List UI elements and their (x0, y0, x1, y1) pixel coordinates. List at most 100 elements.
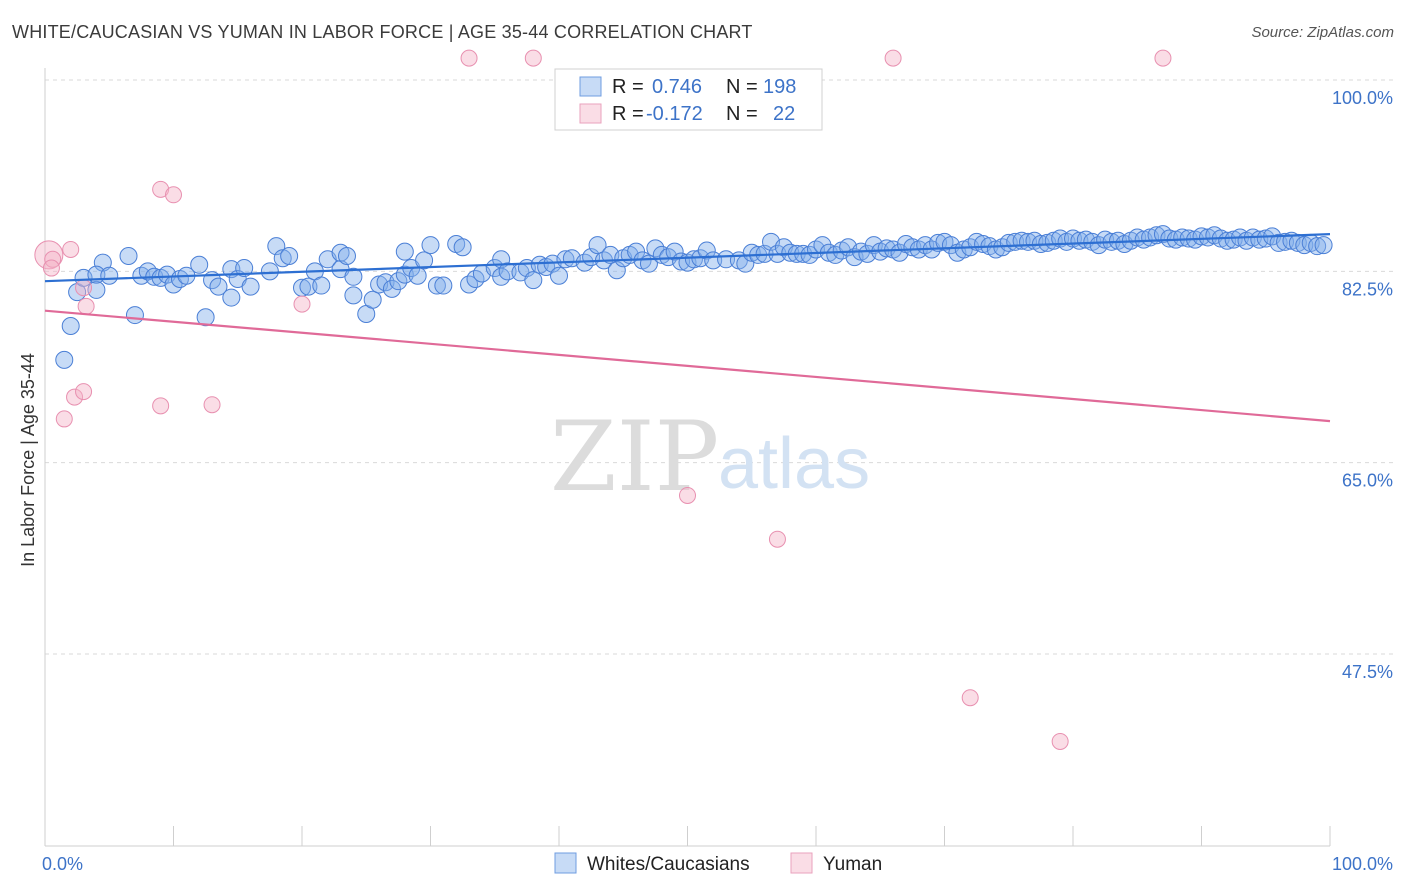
stats-legend-n-value-white: 198 (763, 76, 796, 98)
white-point (1160, 229, 1179, 248)
white-point (337, 247, 356, 266)
yuman-point (66, 388, 84, 406)
series-legend-label-white: Whites/Caucasians (587, 854, 750, 875)
y-tick-label: 100.0% (1332, 88, 1393, 108)
white-point (55, 350, 74, 369)
series-legend: Whites/Caucasians Yuman (554, 852, 882, 875)
stats-legend-r-label-yuman: R = (612, 103, 644, 125)
stats-legend-r-value-yuman: -0.172 (646, 103, 703, 125)
yuman-point (152, 397, 170, 415)
white-point (87, 280, 106, 299)
data-points (34, 49, 1333, 750)
white-point (1276, 232, 1295, 251)
white-point (363, 290, 382, 309)
white-point (280, 247, 299, 266)
white-point (389, 272, 408, 291)
white-point (1295, 236, 1314, 255)
white-point (1070, 231, 1089, 250)
white-point (222, 288, 241, 307)
yuman-point (884, 49, 902, 67)
white-point (100, 266, 119, 285)
white-point (415, 251, 434, 270)
white-trend-line (44, 233, 1331, 283)
yuman-point (44, 250, 62, 268)
white-point (119, 247, 138, 266)
yuman-point (152, 180, 170, 198)
series-legend-swatch-yuman (790, 852, 813, 874)
white-point (344, 267, 363, 286)
yuman-point (524, 49, 542, 67)
yuman-point (55, 410, 73, 428)
source-credit: Source: ZipAtlas.com (1251, 24, 1394, 41)
y-axis-title: In Labor Force | Age 35-44 (18, 353, 38, 567)
white-point (742, 243, 761, 262)
white-point (125, 306, 144, 325)
stats-legend-n-label-yuman: N = (726, 103, 758, 125)
y-tick-label: 65.0% (1342, 471, 1393, 491)
white-point (273, 249, 292, 268)
yuman-point (203, 396, 221, 414)
white-point (556, 250, 575, 269)
white-point (1314, 236, 1333, 255)
yuman-point (77, 297, 95, 315)
white-point (530, 255, 549, 274)
white-point (498, 262, 517, 281)
stats-legend-swatch-yuman (579, 103, 602, 124)
watermark: ZIP atlas (550, 401, 870, 513)
yuman-point (42, 259, 60, 277)
white-point (260, 262, 279, 281)
white-point (235, 259, 254, 278)
watermark-zip: ZIP (550, 401, 719, 513)
white-point (312, 276, 331, 295)
white-point (190, 255, 209, 274)
yuman-point (62, 240, 80, 258)
white-point (61, 317, 80, 335)
watermark-atlas: atlas (718, 424, 870, 504)
white-point (1192, 227, 1211, 246)
white-point (1308, 237, 1327, 256)
white-point (209, 277, 228, 296)
y-tick-label: 47.5% (1342, 662, 1393, 682)
stats-legend-n-label-white: N = (726, 76, 758, 98)
series-legend-label-yuman: Yuman (823, 854, 882, 875)
white-point (395, 242, 414, 261)
white-point (421, 236, 440, 255)
axes (44, 68, 1331, 847)
white-point (684, 250, 703, 269)
yuman-point (165, 186, 182, 204)
yuman-point (961, 689, 979, 707)
white-point (697, 241, 716, 260)
white-point (1224, 230, 1243, 249)
stats-legend-frame (554, 68, 823, 131)
white-point (665, 242, 684, 261)
white-point (434, 276, 453, 295)
white-point (453, 238, 472, 257)
white-point (427, 276, 446, 295)
white-point (382, 279, 401, 298)
white-point (1096, 230, 1115, 249)
yuman-point (1051, 732, 1069, 750)
white-point (524, 271, 543, 290)
stats-legend-swatch-white (579, 76, 602, 97)
white-point (241, 277, 260, 296)
yuman-point (768, 530, 786, 548)
white-point (588, 236, 607, 255)
tick-labels: 47.5% 65.0% 82.5% 100.0% 0.0% 100.0% (42, 88, 1393, 874)
y-tick-label: 82.5% (1342, 279, 1393, 299)
stats-legend-n-value-yuman: 22 (773, 103, 795, 125)
yuman-point (679, 486, 696, 504)
white-point (395, 265, 414, 284)
x-tick-label: 100.0% (1332, 854, 1393, 874)
white-point (376, 273, 395, 292)
trend-lines (44, 233, 1331, 423)
yuman-point (460, 49, 478, 67)
white-point (646, 239, 665, 258)
series-legend-swatch-white (554, 852, 577, 874)
white-point (299, 277, 318, 296)
stats-legend-r-label-white: R = (612, 76, 644, 98)
x-tick-label: 0.0% (42, 854, 83, 874)
yuman-point (1154, 49, 1172, 67)
chart-title: WHITE/CAUCASIAN VS YUMAN IN LABOR FORCE … (12, 22, 753, 42)
yuman-point (75, 279, 93, 297)
